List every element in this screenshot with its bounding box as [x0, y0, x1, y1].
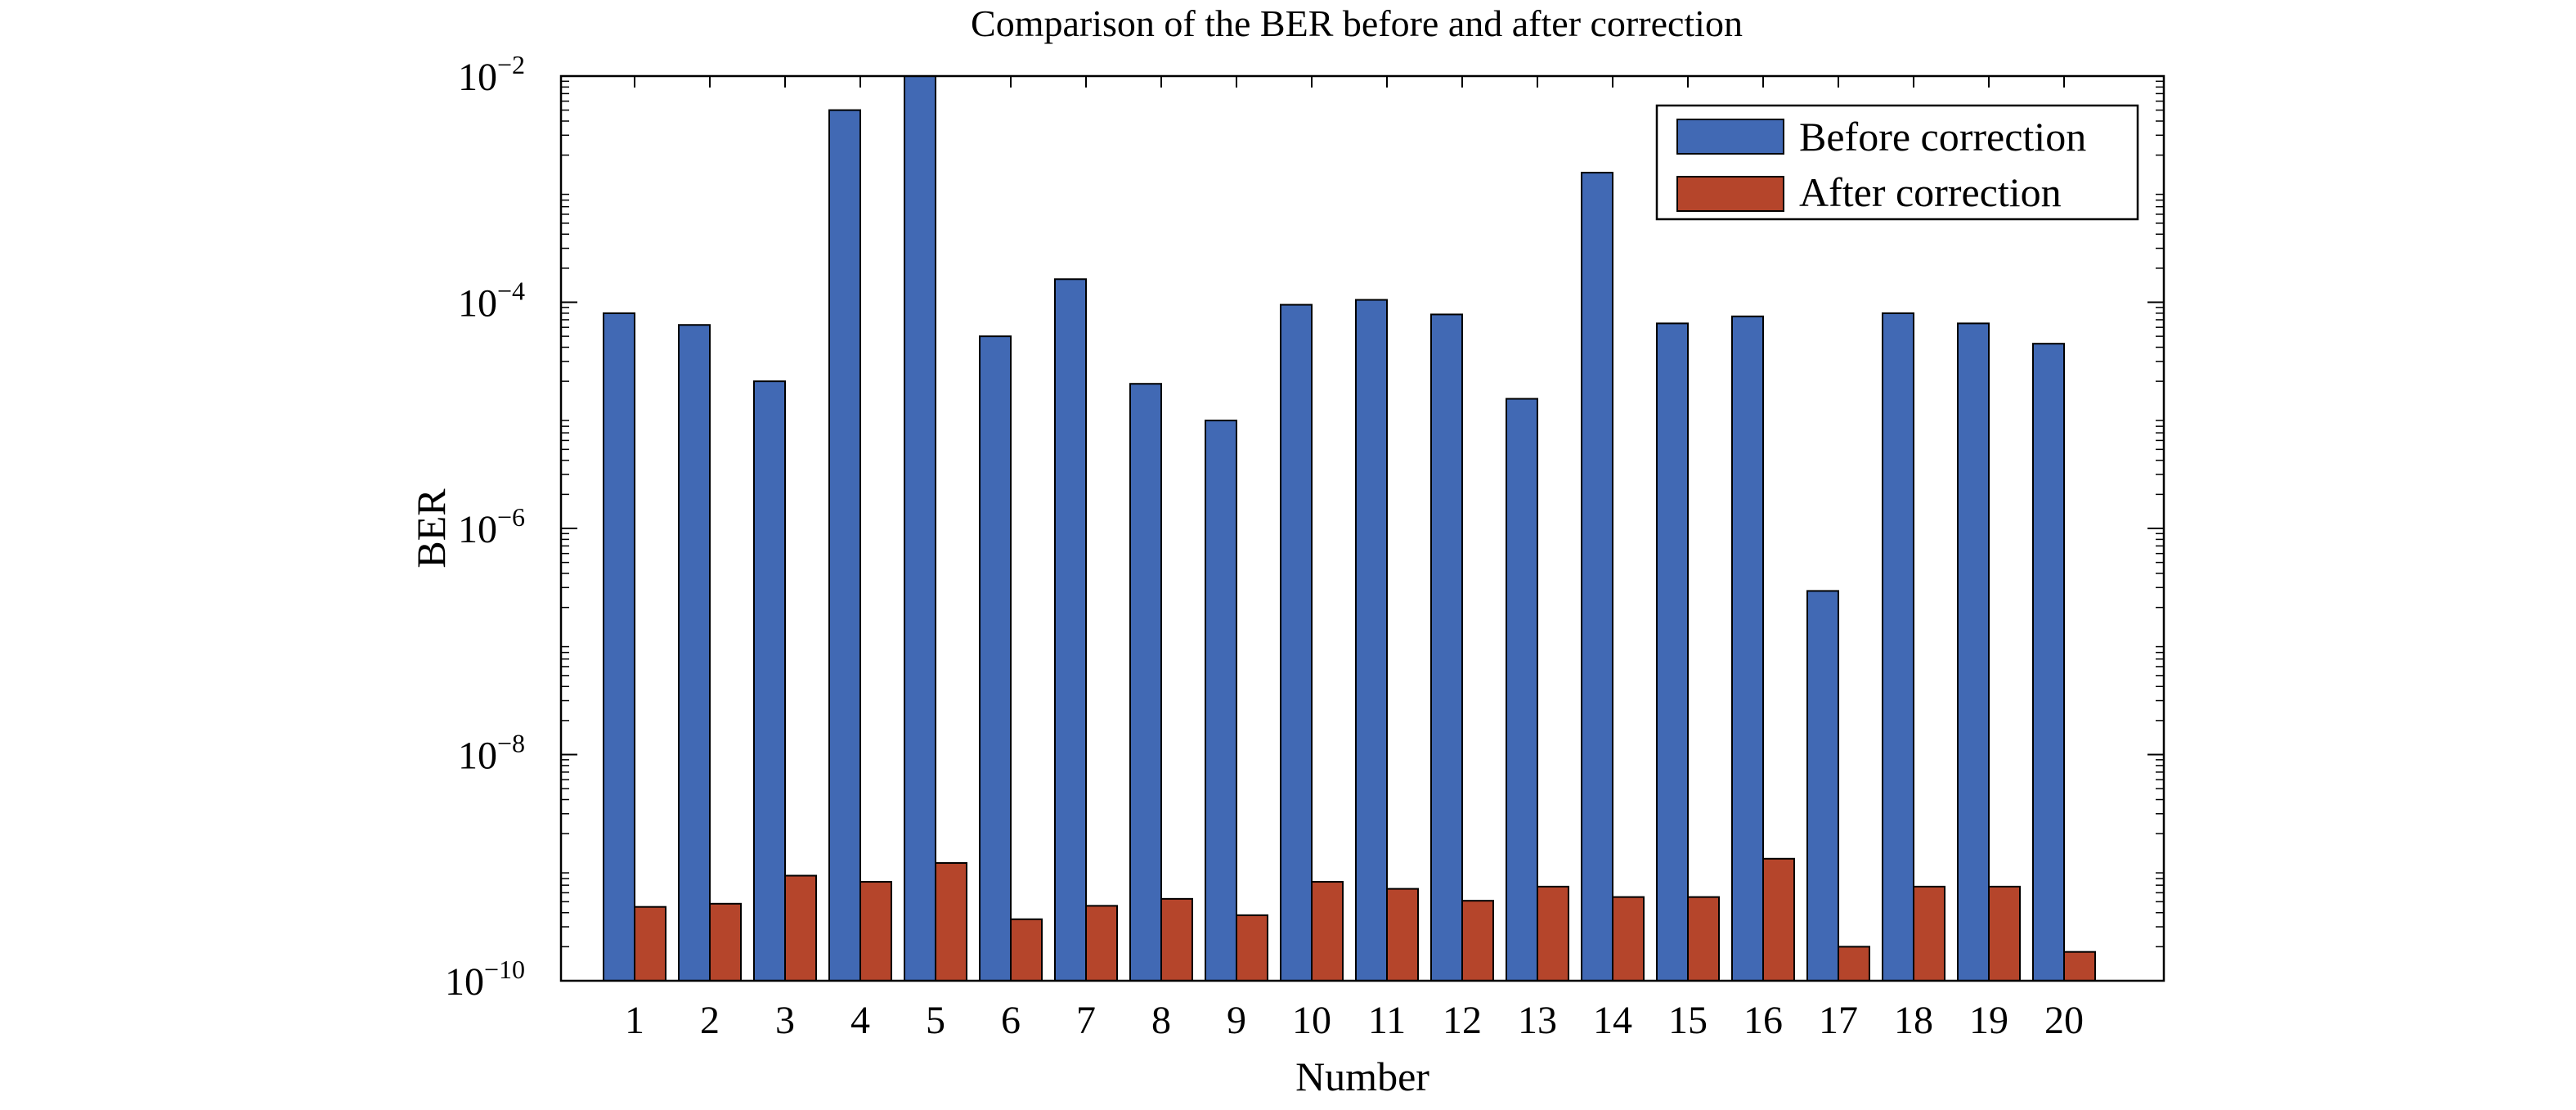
bar-after-18	[1913, 885, 1945, 982]
minor-ticks	[561, 80, 2164, 948]
bar-after-12	[1461, 900, 1494, 982]
legend: Before correction After correction	[1655, 104, 2139, 221]
x-tick-label: 6	[1001, 999, 1021, 1042]
y-tick-label: 10−6	[458, 502, 525, 551]
bar-before-14	[1581, 172, 1613, 982]
bar-before-17	[1806, 590, 1839, 982]
x-tick-label: 1	[625, 999, 644, 1042]
bar-after-10	[1311, 881, 1344, 982]
chart-title: Comparison of the BER before and after c…	[971, 2, 1743, 44]
bar-after-13	[1537, 885, 1569, 982]
bar-before-2	[678, 324, 711, 982]
bar-before-7	[1054, 278, 1087, 982]
bar-after-14	[1612, 896, 1645, 982]
x-tick-label: 10	[1292, 999, 1331, 1042]
x-axis-label: Number	[1295, 1054, 1429, 1099]
bar-before-3	[753, 380, 786, 982]
x-tick-label: 2	[700, 999, 720, 1042]
x-tick-label: 15	[1668, 999, 1708, 1042]
bar-after-7	[1085, 905, 1118, 982]
bar-before-4	[828, 109, 861, 982]
x-tick-labels: 1 2 3 4 5 6 7 8 9 10 11 12 13 14 15 16 17 18 19 20	[625, 999, 2084, 1042]
bar-before-6	[979, 335, 1012, 982]
bar-before-15	[1656, 322, 1689, 982]
bar-after-4	[859, 881, 892, 982]
bar-before-19	[1957, 322, 1990, 982]
series-before-correction	[603, 75, 2065, 982]
bar-after-8	[1160, 897, 1193, 982]
legend-label-before: Before correction	[1799, 114, 2086, 160]
bar-before-9	[1205, 420, 1237, 982]
bar-before-5	[904, 75, 936, 982]
bar-before-16	[1731, 315, 1764, 982]
legend-label-after: After correction	[1799, 169, 2062, 215]
bar-before-18	[1882, 312, 1914, 982]
x-tick-label: 20	[2044, 999, 2084, 1042]
bar-after-15	[1687, 896, 1720, 982]
x-tick-label: 14	[1593, 999, 1632, 1042]
bar-after-16	[1762, 857, 1795, 982]
y-axis-label: BER	[408, 488, 454, 568]
bar-after-2	[709, 902, 742, 982]
x-tick-label: 8	[1151, 999, 1171, 1042]
bar-after-5	[935, 862, 967, 982]
bar-after-20	[2063, 950, 2096, 982]
y-tick-label: 10−8	[458, 729, 525, 778]
bar-before-12	[1430, 313, 1463, 982]
bar-after-11	[1386, 888, 1419, 982]
x-tick-label: 17	[1819, 999, 1858, 1042]
legend-swatch-after	[1676, 176, 1784, 212]
bar-after-19	[1988, 885, 2021, 982]
x-tick-label: 11	[1368, 999, 1406, 1042]
plot-area-frame	[559, 74, 2165, 982]
x-tick-label: 5	[926, 999, 945, 1042]
x-tick-label: 4	[850, 999, 870, 1042]
x-tick-label: 16	[1744, 999, 1783, 1042]
bar-before-1	[603, 312, 635, 982]
x-tick-label: 18	[1894, 999, 1933, 1042]
x-tick-label: 12	[1443, 999, 1482, 1042]
x-tick-label: 3	[775, 999, 795, 1042]
y-tick-label: 10−10	[445, 955, 525, 1004]
y-tick-labels: 10−10 10−8 10−6 10−4 10−2	[445, 50, 525, 1004]
bar-after-9	[1236, 914, 1268, 982]
bar-before-20	[2032, 343, 2065, 982]
bar-after-1	[634, 906, 666, 982]
x-tick-label: 7	[1076, 999, 1096, 1042]
x-tick-label: 19	[1969, 999, 2008, 1042]
bar-before-11	[1355, 299, 1388, 982]
x-tick-label: 13	[1518, 999, 1557, 1042]
bar-after-3	[784, 874, 817, 982]
x-tick-label: 9	[1227, 999, 1246, 1042]
bar-before-8	[1129, 383, 1162, 982]
legend-swatch-before	[1676, 119, 1784, 155]
bar-after-17	[1838, 946, 1870, 982]
bar-after-6	[1010, 918, 1043, 982]
series-after-correction	[634, 857, 2096, 982]
bar-before-13	[1506, 398, 1538, 982]
bar-before-10	[1280, 303, 1313, 982]
y-tick-label: 10−2	[458, 50, 525, 99]
y-tick-label: 10−4	[458, 276, 525, 326]
